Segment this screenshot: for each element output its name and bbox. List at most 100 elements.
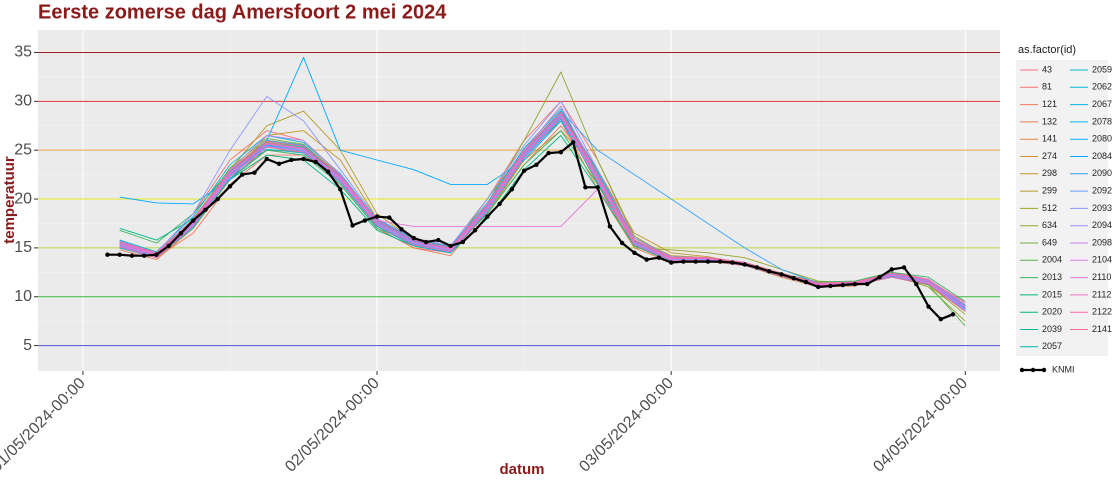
y-tick-label: 25 xyxy=(14,141,32,158)
knmi-point xyxy=(754,265,760,270)
knmi-point xyxy=(448,243,453,249)
knmi-point xyxy=(252,170,257,175)
legend-label: 2080 xyxy=(1092,134,1112,144)
knmi-point xyxy=(423,239,429,245)
legend-label: 2141 xyxy=(1092,324,1112,334)
x-tick-label: 03/05/2024-00:00 xyxy=(576,375,677,476)
knmi-line xyxy=(107,141,954,321)
legend-label: 274 xyxy=(1042,151,1057,161)
knmi-point xyxy=(436,237,441,243)
knmi-point xyxy=(570,140,576,145)
y-tick-label: 30 xyxy=(14,93,32,110)
knmi-point xyxy=(742,262,747,267)
legend-label: 2059 xyxy=(1092,64,1112,74)
legend-label: 2094 xyxy=(1092,220,1112,230)
knmi-point xyxy=(399,227,404,232)
knmi-point xyxy=(460,239,466,245)
knmi-point xyxy=(509,187,515,192)
knmi-point xyxy=(166,243,171,249)
knmi-point xyxy=(644,257,649,262)
knmi-point xyxy=(730,260,735,265)
legend-label: 2015 xyxy=(1042,289,1062,299)
knmi-point xyxy=(142,253,147,258)
y-tick-label: 35 xyxy=(14,44,32,61)
sensor-line xyxy=(119,143,966,305)
legend-label: 2039 xyxy=(1042,324,1062,334)
legend-label: 2062 xyxy=(1092,82,1112,92)
legend-label: 2084 xyxy=(1092,151,1112,161)
legend-label: 2067 xyxy=(1092,99,1112,109)
y-tick-label: 5 xyxy=(23,337,32,354)
x-tick-label: 02/05/2024-00:00 xyxy=(282,375,383,476)
legend-label: 2098 xyxy=(1092,237,1112,247)
knmi-point xyxy=(289,157,294,163)
legend-label: 634 xyxy=(1042,220,1057,230)
knmi-point xyxy=(619,240,625,246)
plot-background xyxy=(38,30,1000,371)
legend-label: 512 xyxy=(1042,203,1057,213)
knmi-point xyxy=(803,279,809,285)
y-tick-label: 15 xyxy=(14,239,32,256)
knmi-point xyxy=(191,218,196,223)
knmi-point xyxy=(129,253,135,258)
knmi-point xyxy=(828,283,833,289)
knmi-point xyxy=(717,259,723,264)
knmi-point xyxy=(521,168,527,173)
legend-label: 2013 xyxy=(1042,272,1062,282)
legend-label: 2057 xyxy=(1042,341,1062,351)
y-tick-label: 10 xyxy=(14,288,32,305)
knmi-point xyxy=(558,149,564,155)
sensor-line xyxy=(119,113,966,308)
knmi-point xyxy=(534,162,539,168)
legend-key-point xyxy=(1041,367,1047,373)
knmi-point xyxy=(840,282,845,288)
legend-key-point xyxy=(1030,367,1036,373)
knmi-point xyxy=(105,252,110,257)
knmi-point xyxy=(791,275,796,281)
knmi-point xyxy=(497,201,502,207)
legend-label: 298 xyxy=(1042,168,1057,178)
knmi-point xyxy=(767,269,772,274)
legend-label: 2092 xyxy=(1092,185,1112,195)
legend-label: 43 xyxy=(1042,64,1052,74)
legend-label: 2122 xyxy=(1092,307,1112,317)
knmi-point xyxy=(203,207,208,212)
knmi-point xyxy=(362,218,367,223)
knmi-point xyxy=(154,252,159,257)
knmi-point xyxy=(877,275,882,280)
knmi-point xyxy=(264,156,269,162)
knmi-point xyxy=(779,272,784,277)
knmi-point xyxy=(595,185,600,190)
knmi-point xyxy=(178,231,184,236)
knmi-point xyxy=(387,215,392,220)
legend-title: as.factor(id) xyxy=(1018,44,1076,56)
chart-title: Eerste zomerse dag Amersfoort 2 mei 2024 xyxy=(38,1,447,23)
knmi-point xyxy=(632,250,637,255)
y-axis-title: temperatuur xyxy=(1,156,18,244)
legend-label: 649 xyxy=(1042,237,1057,247)
sensor-line xyxy=(119,130,966,302)
knmi-point xyxy=(914,281,919,287)
legend-label: 2004 xyxy=(1042,255,1062,265)
legend-label: 2104 xyxy=(1092,255,1112,265)
knmi-point xyxy=(852,281,858,287)
knmi-point xyxy=(705,259,711,264)
knmi-point xyxy=(338,187,343,192)
knmi-point xyxy=(607,224,613,229)
knmi-point xyxy=(374,214,380,219)
sensor-line xyxy=(119,111,966,303)
x-tick-label: 01/05/2024-00:00 xyxy=(0,375,89,476)
knmi-point xyxy=(668,260,674,265)
knmi-point xyxy=(546,150,551,156)
legend-label: 121 xyxy=(1042,99,1057,109)
x-tick-label: 04/05/2024-00:00 xyxy=(870,375,971,476)
legend-key-point xyxy=(1019,367,1025,373)
knmi-point xyxy=(938,317,943,322)
legend-label: 81 xyxy=(1042,82,1052,92)
knmi-point xyxy=(411,235,417,241)
knmi-point xyxy=(240,172,245,177)
x-axis-title: datum xyxy=(500,461,545,478)
knmi-point xyxy=(350,223,355,228)
legend-label: 2093 xyxy=(1092,203,1112,213)
